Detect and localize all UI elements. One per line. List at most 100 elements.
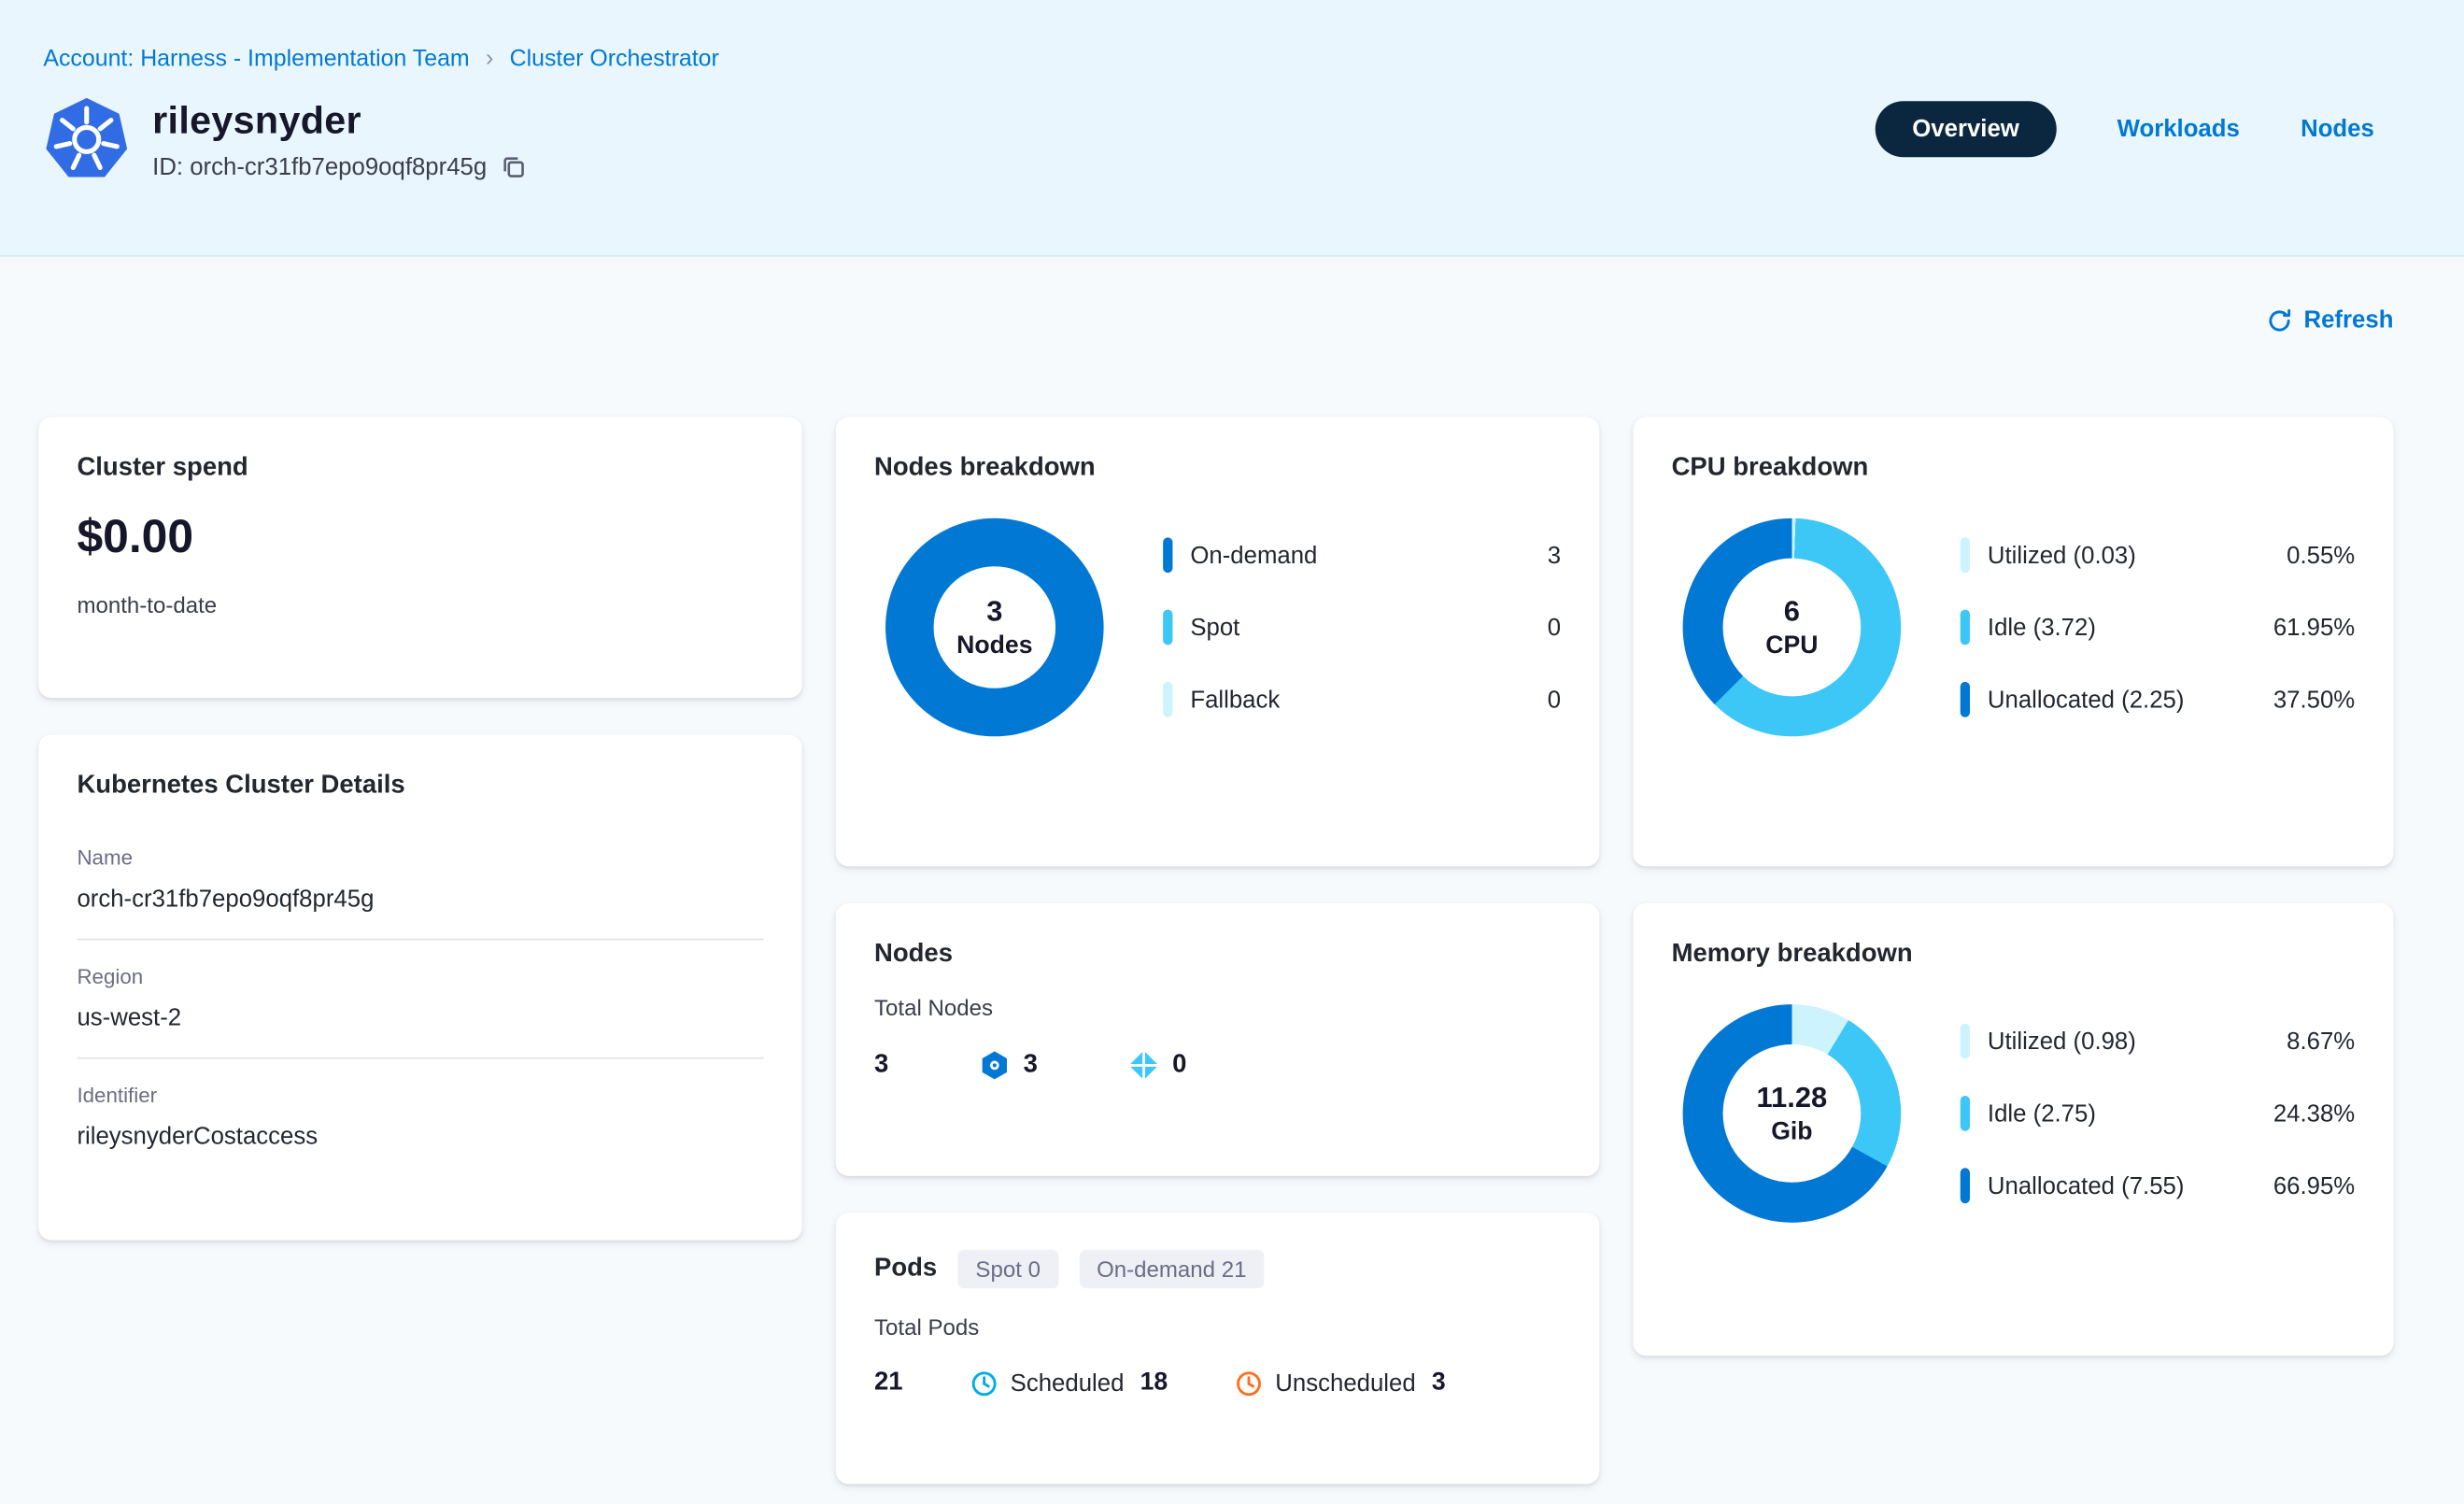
tab-nodes[interactable]: Nodes [2301,114,2374,142]
nodes-breakdown-legend: On-demand 3 Spot 0 Fallback [1163,537,1561,717]
scheduled-pods-stat: Scheduled 18 [970,1369,1168,1398]
legend-label: Utilized (0.98) [1987,1028,2136,1056]
legend-label: Unallocated (7.55) [1987,1171,2185,1199]
total-pods-label: Total Pods [874,1313,980,1341]
cluster-spend-amount: $0.00 [77,511,194,563]
donut-center-value: 11.28 [1756,1080,1828,1114]
breadcrumb-current-link[interactable]: Cluster Orchestrator [509,45,719,72]
cpu-breakdown-legend: Utilized (0.03) 0.55% Idle (3.72) 61.95%… [1960,537,2356,717]
unscheduled-label: Unscheduled [1275,1369,1416,1398]
spot-nodes-count: 0 [1172,1050,1187,1079]
scheduled-label: Scheduled [1010,1369,1125,1398]
legend-label: Idle (3.72) [1987,613,2096,642]
legend-item-idle: Idle (3.72) 61.95% [1960,609,2356,646]
legend-marker [1960,1023,1971,1059]
legend-marker [1960,609,1971,646]
detail-field-region: Region us-west-2 [77,940,764,1059]
page-title: rileysnyder [152,98,361,142]
ondemand-node-icon [978,1049,1010,1081]
legend-marker [1163,609,1173,646]
refresh-button[interactable]: Refresh [2267,306,2393,333]
legend-label: Idle (2.75) [1987,1100,2096,1128]
legend-label: Fallback [1190,686,1281,714]
header-title-row: rileysnyder ID: orch-cr31fb7epo9oqf8pr45… [43,96,2374,183]
nodes-breakdown-title: Nodes breakdown [874,454,1096,482]
nodes-breakdown-card: Nodes breakdown 3 Nodes [835,417,1600,867]
field-label: Identifier [77,1083,158,1108]
refresh-icon [2269,308,2291,331]
legend-item-unallocated: Unallocated (7.55) 66.95% [1960,1168,2356,1204]
ondemand-nodes-stat: 3 [978,1049,1038,1081]
legend-marker [1960,537,1971,574]
legend-item-utilized: Utilized (0.03) 0.55% [1960,537,2356,574]
donut-center-value: 3 [986,594,1003,627]
legend-value: 0 [1547,686,1562,714]
legend-label: Utilized (0.03) [1987,541,2136,569]
page-header: Account: Harness - Implementation Team ›… [0,0,2464,257]
memory-breakdown-card: Memory breakdown 11.28 Gib [1633,902,2394,1356]
legend-value: 3 [1547,541,1562,569]
ondemand-pods-badge: On-demand 21 [1079,1249,1265,1289]
unscheduled-count: 3 [1431,1368,1446,1397]
unscheduled-clock-icon [1235,1369,1262,1397]
cluster-spend-period: month-to-date [77,591,218,618]
unscheduled-pods-stat: Unscheduled 3 [1235,1368,1446,1398]
pods-card-title: Pods [874,1255,938,1283]
cluster-details-card: Kubernetes Cluster Details Name orch-cr3… [38,734,802,1241]
nodes-card-title: Nodes [874,940,954,968]
header-tabs: Overview Workloads Nodes [1875,100,2374,178]
legend-item-spot: Spot 0 [1163,609,1561,646]
legend-value: 37.50% [2273,686,2356,714]
spot-nodes-stat: 0 [1127,1049,1186,1081]
legend-value: 61.95% [2273,613,2356,642]
memory-breakdown-legend: Utilized (0.98) 8.67% Idle (2.75) 24.38%… [1960,1023,2356,1204]
legend-item-idle: Idle (2.75) 24.38% [1960,1096,2356,1131]
tab-overview[interactable]: Overview [1875,100,2057,157]
legend-item-fallback: Fallback 0 [1163,681,1562,717]
legend-marker [1960,1096,1971,1131]
cpu-breakdown-title: CPU breakdown [1671,454,1869,482]
total-pods-value: 21 [874,1368,903,1397]
legend-item-utilized: Utilized (0.98) 8.67% [1960,1023,2355,1059]
ondemand-nodes-count: 3 [1023,1050,1038,1079]
copy-id-button[interactable] [502,154,527,179]
kubernetes-logo-icon [43,96,130,183]
donut-center-label: Gib [1771,1117,1813,1145]
legend-label: Unallocated (2.25) [1987,686,2185,714]
scheduled-count: 18 [1140,1368,1168,1397]
detail-field-identifier: Identifier rileysnyderCostaccess [77,1059,763,1176]
pods-card: Pods Spot 0 On-demand 21 Total Pods 21 [835,1213,1600,1484]
legend-value: 66.95% [2273,1171,2356,1199]
legend-marker [1163,681,1173,717]
refresh-label: Refresh [2303,306,2394,334]
cluster-spend-card: Cluster spend $0.00 month-to-date [38,417,802,699]
cpu-breakdown-card: CPU breakdown 6 CPU [1633,417,2394,867]
legend-item-unallocated: Unallocated (2.25) 37.50% [1960,681,2356,717]
cluster-details-title: Kubernetes Cluster Details [77,772,405,800]
legend-value: 24.38% [2273,1100,2356,1128]
donut-center-value: 6 [1783,594,1800,627]
cluster-id: ID: orch-cr31fb7epo9oqf8pr45g [152,153,488,181]
nodes-breakdown-donut-chart: 3 Nodes [885,518,1104,737]
legend-marker [1163,537,1173,574]
legend-marker [1960,681,1971,717]
legend-marker [1960,1168,1971,1204]
field-value: us-west-2 [77,1004,182,1032]
field-label: Name [77,845,134,870]
legend-value: 0.55% [2287,541,2356,569]
scheduled-clock-icon [970,1369,998,1397]
cpu-breakdown-donut-chart: 6 CPU [1682,518,1902,737]
legend-label: On-demand [1190,541,1318,569]
copy-icon [504,157,525,177]
field-value: orch-cr31fb7epo9oqf8pr45g [77,886,375,914]
tab-workloads[interactable]: Workloads [2117,114,2240,142]
breadcrumb-separator: › [485,45,494,73]
breadcrumb-account-link[interactable]: Account: Harness - Implementation Team [43,45,470,72]
donut-center-label: CPU [1765,631,1819,660]
spot-pods-badge: Spot 0 [957,1249,1058,1289]
cards-grid: Cluster spend $0.00 month-to-date Kubern… [38,417,2394,1484]
title-block: rileysnyder ID: orch-cr31fb7epo9oqf8pr45… [152,98,1876,181]
total-nodes-label: Total Nodes [874,994,993,1021]
donut-center-label: Nodes [956,631,1033,660]
